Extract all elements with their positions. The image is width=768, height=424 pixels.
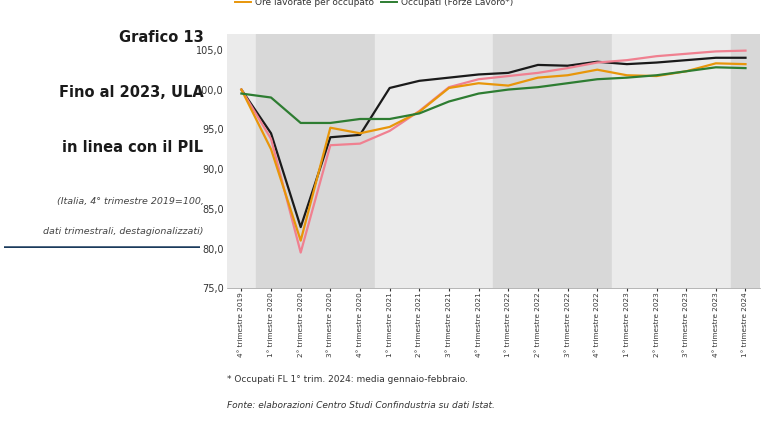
Text: dati trimestrali, destagionalizzati): dati trimestrali, destagionalizzati) — [43, 227, 204, 236]
Bar — [227, 34, 257, 288]
Text: in linea con il PIL: in linea con il PIL — [62, 140, 204, 155]
Text: Fino al 2023, ULA: Fino al 2023, ULA — [59, 85, 204, 100]
Bar — [375, 34, 493, 288]
Legend: PIL, Ore lavorate per occupato, ULA, Occupati (Forze Lavoro*): PIL, Ore lavorate per occupato, ULA, Occ… — [231, 0, 517, 11]
Bar — [257, 34, 375, 288]
Text: Fonte: elaborazioni Centro Studi Confindustria su dati Istat.: Fonte: elaborazioni Centro Studi Confind… — [227, 401, 495, 410]
Text: Grafico 13: Grafico 13 — [119, 30, 204, 45]
Bar — [493, 34, 612, 288]
Text: (Italia, 4° trimestre 2019=100,: (Italia, 4° trimestre 2019=100, — [57, 197, 204, 206]
Bar — [730, 34, 760, 288]
Text: * Occupati FL 1° trim. 2024: media gennaio-febbraio.: * Occupati FL 1° trim. 2024: media genna… — [227, 375, 468, 384]
Bar — [612, 34, 730, 288]
